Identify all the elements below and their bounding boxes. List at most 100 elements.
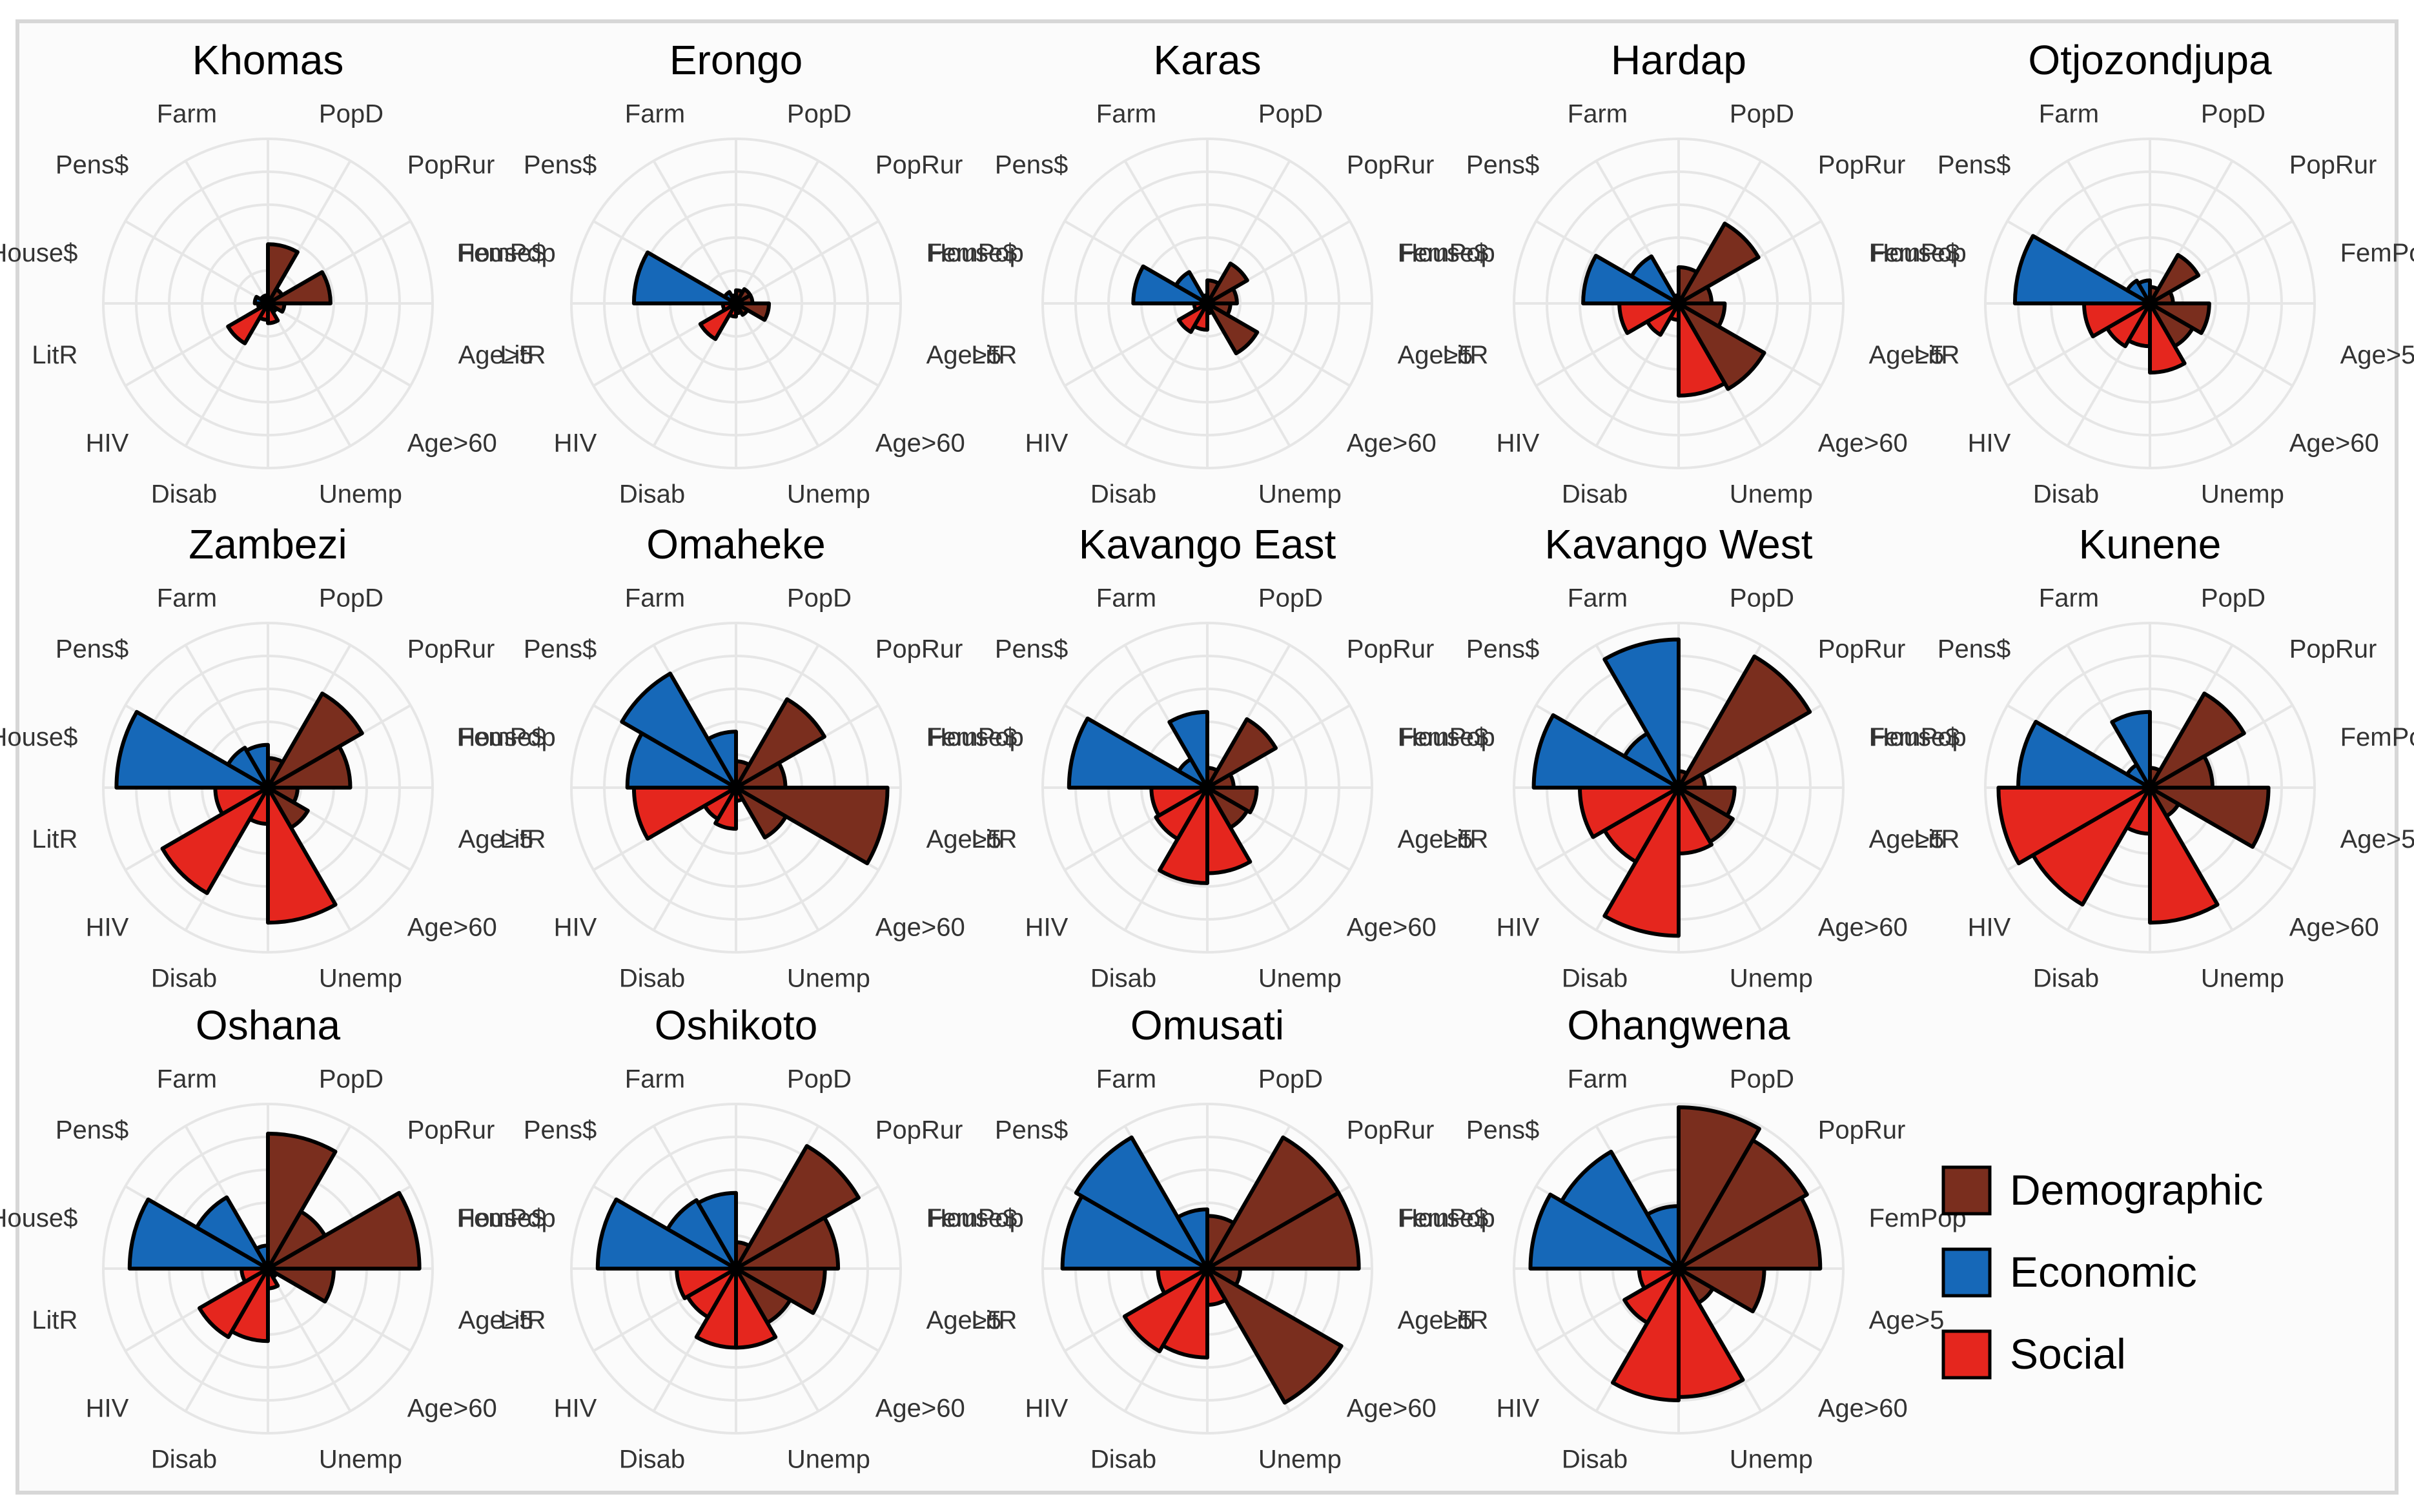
chart-title: Karas <box>1153 37 1261 83</box>
axis-label-fempop: FemPop <box>2340 723 2414 751</box>
axis-label-pens-money: Pens$ <box>995 635 1068 663</box>
axis-label-farm: Farm <box>2039 99 2099 128</box>
wedge-age-gt-60 <box>734 786 788 840</box>
legend-swatch-social <box>1941 1329 1992 1380</box>
axis-label-farm: Farm <box>625 1065 685 1093</box>
axis-label-pens-money: Pens$ <box>56 635 128 663</box>
axis-label-age-gt-5: Age>5 <box>1869 825 1945 853</box>
wedge-fempop <box>1205 1190 1361 1271</box>
axis-label-unemp: Unemp <box>787 965 870 993</box>
wedge-house-money <box>1528 1192 1681 1271</box>
wedge-unemp <box>1677 301 1727 398</box>
wedge-hiv <box>1154 786 1209 841</box>
axis-label-pens-money: Pens$ <box>1466 150 1539 179</box>
axis-label-popd: PopD <box>787 584 852 612</box>
wedge-farm <box>1602 637 1681 790</box>
grid-spoke <box>267 1267 352 1412</box>
wedge-disab <box>1611 1267 1681 1402</box>
wedge-house-money <box>2012 234 2152 305</box>
axis-label-pens-money: Pens$ <box>1938 150 2010 179</box>
axis-label-house-money: House$ <box>1400 1204 1489 1232</box>
wedge-fempop <box>266 1190 422 1271</box>
wedge-poprur <box>1677 654 1812 790</box>
axis-label-disab: Disab <box>151 965 217 993</box>
axis-label-poprur: PopRur <box>1347 150 1435 179</box>
axis-label-unemp: Unemp <box>1730 965 1813 993</box>
wedge-hiv <box>1176 301 1209 334</box>
axis-label-popd: PopD <box>787 1065 852 1093</box>
axis-label-unemp: Unemp <box>787 480 870 509</box>
chart-title: Otjozondjupa <box>2028 37 2272 83</box>
axis-label-age-gt-5: Age>5 <box>2340 341 2414 369</box>
axis-label-age-gt-60: Age>60 <box>2289 914 2379 942</box>
axis-label-litr: LitR <box>1442 1306 1488 1334</box>
axis-label-age-gt-60: Age>60 <box>1347 1395 1437 1423</box>
legend-swatch-economic <box>1941 1247 1992 1298</box>
axis-label-litr: LitR <box>500 825 546 853</box>
wedge-fempop <box>266 744 353 790</box>
axis-label-disab: Disab <box>1090 1446 1156 1474</box>
wedge-house-money <box>1067 716 1209 790</box>
axis-label-unemp: Unemp <box>1258 480 1342 509</box>
wedge-farm <box>244 742 270 790</box>
axis-label-litr: LitR <box>971 825 1017 853</box>
chart-title: Zambezi <box>189 521 347 567</box>
axis-label-farm: Farm <box>1096 584 1156 612</box>
axis-label-hiv: HIV <box>554 914 597 942</box>
wedge-age-gt-5 <box>734 786 890 866</box>
axis-label-poprur: PopRur <box>1818 635 1906 663</box>
axis-label-age-gt-5: Age>5 <box>1398 825 1473 853</box>
wedge-pens-money <box>620 671 738 790</box>
wedge-litr <box>1996 786 2152 866</box>
axis-label-unemp: Unemp <box>1258 1446 1342 1474</box>
axis-label-disab: Disab <box>2033 965 2099 993</box>
axis-label-house-money: House$ <box>928 1204 1018 1232</box>
axis-label-house-money: House$ <box>1871 723 1960 751</box>
wedge-pens-money <box>1559 1149 1681 1271</box>
grid-spoke <box>735 302 820 447</box>
axis-label-unemp: Unemp <box>2201 965 2284 993</box>
axis-label-poprur: PopRur <box>407 635 495 663</box>
axis-label-age-gt-60: Age>60 <box>1818 1395 1908 1423</box>
axis-label-pens-money: Pens$ <box>524 1116 597 1144</box>
axis-label-hiv: HIV <box>86 1395 129 1423</box>
axis-label-age-gt-60: Age>60 <box>1347 429 1437 458</box>
axis-label-house-money: House$ <box>0 239 77 267</box>
axis-label-unemp: Unemp <box>1730 1446 1813 1474</box>
chart-title: Omusati <box>1130 1002 1284 1048</box>
wedge-farm <box>706 730 738 790</box>
wedge-poprur <box>1205 717 1278 790</box>
axis-label-age-gt-5: Age>5 <box>926 1306 1002 1334</box>
legend-label-social: Social <box>2010 1330 2126 1378</box>
axis-label-poprur: PopRur <box>407 1116 495 1144</box>
axis-label-age-gt-60: Age>60 <box>875 1395 965 1423</box>
axis-label-popd: PopD <box>1730 99 1794 128</box>
grid-spoke <box>735 160 820 305</box>
axis-label-disab: Disab <box>1562 1446 1628 1474</box>
axis-label-hiv: HIV <box>1968 914 2011 942</box>
axis-label-pens-money: Pens$ <box>1466 1116 1539 1144</box>
grid-spoke <box>125 220 269 305</box>
axis-label-fempop: FemPop <box>1869 239 1967 267</box>
axis-label-age-gt-5: Age>5 <box>458 1306 534 1334</box>
axis-label-pens-money: Pens$ <box>995 150 1068 179</box>
axis-label-hiv: HIV <box>1025 1395 1069 1423</box>
wedge-fempop <box>1677 1196 1823 1271</box>
axis-label-disab: Disab <box>2033 480 2099 509</box>
wedge-poprur <box>266 691 364 790</box>
wedge-farm <box>1167 710 1209 790</box>
axis-label-poprur: PopRur <box>1347 1116 1435 1144</box>
grid-spoke <box>735 220 879 305</box>
axis-label-poprur: PopRur <box>1347 635 1435 663</box>
chart-title: Kavango East <box>1079 521 1336 567</box>
axis-label-age-gt-60: Age>60 <box>1818 914 1908 942</box>
axis-label-farm: Farm <box>1568 1065 1628 1093</box>
axis-label-age-gt-5: Age>5 <box>1398 341 1473 369</box>
axis-label-age-gt-5: Age>5 <box>2340 825 2414 853</box>
